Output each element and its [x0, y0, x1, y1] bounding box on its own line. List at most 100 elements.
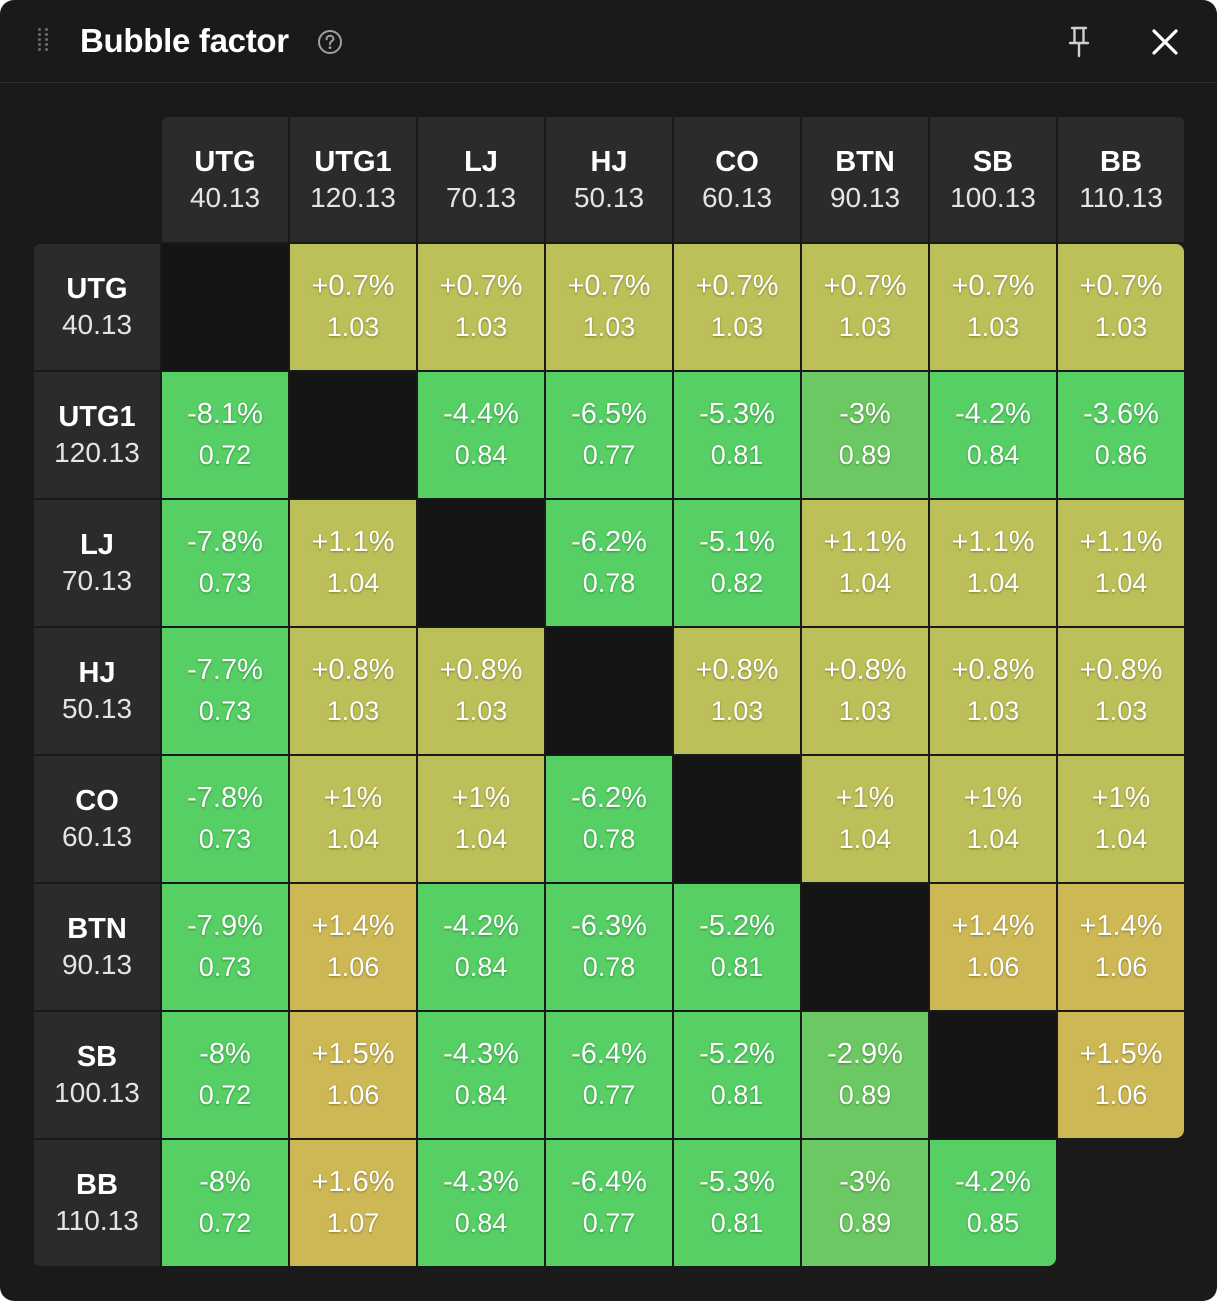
- matrix-cell[interactable]: +1.1% 1.04: [290, 500, 416, 626]
- matrix-cell[interactable]: -7.9% 0.73: [162, 884, 288, 1010]
- matrix-cell[interactable]: -3% 0.89: [802, 1140, 928, 1266]
- matrix-diagonal-cell: [802, 884, 928, 1010]
- matrix-cell[interactable]: +0.7% 1.03: [1058, 244, 1184, 370]
- matrix-cell[interactable]: -5.3% 0.81: [674, 1140, 800, 1266]
- matrix-cell[interactable]: -6.4% 0.77: [546, 1140, 672, 1266]
- matrix-cell[interactable]: -3% 0.89: [802, 372, 928, 498]
- row-position: LJ: [80, 529, 114, 561]
- matrix-cell[interactable]: -3.6% 0.86: [1058, 372, 1184, 498]
- matrix-cell[interactable]: -7.8% 0.73: [162, 756, 288, 882]
- matrix-cell[interactable]: -6.2% 0.78: [546, 756, 672, 882]
- matrix-cell[interactable]: -7.8% 0.73: [162, 500, 288, 626]
- matrix-cell[interactable]: +1.1% 1.04: [1058, 500, 1184, 626]
- matrix-cell[interactable]: +1.5% 1.06: [290, 1012, 416, 1138]
- matrix-cell[interactable]: -6.2% 0.78: [546, 500, 672, 626]
- cell-percent: +0.7%: [567, 270, 651, 302]
- matrix-cell[interactable]: -7.7% 0.73: [162, 628, 288, 754]
- row-stack: 120.13: [54, 437, 140, 468]
- cell-percent: -5.3%: [699, 1166, 775, 1198]
- matrix-cell[interactable]: -4.2% 0.84: [418, 884, 544, 1010]
- drag-handle-icon[interactable]: [38, 28, 50, 56]
- matrix-cell[interactable]: -8% 0.72: [162, 1012, 288, 1138]
- column-header: HJ 50.13: [546, 117, 672, 242]
- matrix-diagonal-cell: [546, 628, 672, 754]
- cell-factor: 0.89: [838, 1208, 892, 1238]
- matrix-cell[interactable]: -8.1% 0.72: [162, 372, 288, 498]
- matrix-cell[interactable]: -4.2% 0.84: [930, 372, 1056, 498]
- cell-percent: -7.8%: [187, 526, 263, 558]
- cell-factor: 1.03: [710, 312, 764, 342]
- cell-percent: +1%: [1091, 782, 1151, 814]
- matrix-cell[interactable]: -2.9% 0.89: [802, 1012, 928, 1138]
- matrix-cell[interactable]: +1.6% 1.07: [290, 1140, 416, 1266]
- matrix-cell[interactable]: -5.3% 0.81: [674, 372, 800, 498]
- column-stack: 110.13: [1079, 181, 1163, 213]
- cell-factor: 1.03: [838, 312, 892, 342]
- matrix-cell[interactable]: +0.8% 1.03: [418, 628, 544, 754]
- cell-factor: 1.04: [326, 568, 380, 598]
- cell-percent: +1.1%: [951, 526, 1035, 558]
- cell-percent: -8%: [199, 1038, 251, 1070]
- help-icon[interactable]: [316, 28, 344, 56]
- matrix-cell[interactable]: -4.3% 0.84: [418, 1012, 544, 1138]
- matrix-cell[interactable]: -6.4% 0.77: [546, 1012, 672, 1138]
- matrix-cell[interactable]: +1% 1.04: [418, 756, 544, 882]
- title-bar[interactable]: Bubble factor: [0, 0, 1217, 83]
- row-position: BB: [76, 1169, 118, 1201]
- matrix-cell[interactable]: +0.7% 1.03: [802, 244, 928, 370]
- column-header: UTG 40.13: [162, 117, 288, 242]
- cell-factor: 0.89: [838, 440, 892, 470]
- matrix-cell[interactable]: +0.7% 1.03: [674, 244, 800, 370]
- matrix-cell[interactable]: -4.4% 0.84: [418, 372, 544, 498]
- matrix-corner: [34, 117, 160, 242]
- pin-icon[interactable]: [1064, 24, 1094, 60]
- matrix-cell[interactable]: +1.5% 1.06: [1058, 1012, 1184, 1138]
- cell-factor: 1.07: [326, 1208, 380, 1238]
- matrix-cell[interactable]: +1% 1.04: [930, 756, 1056, 882]
- matrix-cell[interactable]: +1% 1.04: [1058, 756, 1184, 882]
- matrix-cell[interactable]: -5.2% 0.81: [674, 884, 800, 1010]
- cell-factor: 0.82: [710, 568, 764, 598]
- matrix-cell[interactable]: -5.2% 0.81: [674, 1012, 800, 1138]
- cell-factor: 0.85: [966, 1208, 1020, 1238]
- matrix-cell[interactable]: +0.7% 1.03: [418, 244, 544, 370]
- row-position: CO: [75, 785, 119, 817]
- matrix-cell[interactable]: -4.3% 0.84: [418, 1140, 544, 1266]
- cell-percent: -6.4%: [571, 1038, 647, 1070]
- matrix-cell[interactable]: +0.8% 1.03: [674, 628, 800, 754]
- cell-percent: +0.7%: [311, 270, 395, 302]
- matrix-cell[interactable]: +0.8% 1.03: [1058, 628, 1184, 754]
- matrix-cell[interactable]: -6.3% 0.78: [546, 884, 672, 1010]
- matrix-cell[interactable]: +1.4% 1.06: [1058, 884, 1184, 1010]
- matrix-cell[interactable]: +1% 1.04: [290, 756, 416, 882]
- matrix-cell[interactable]: +0.7% 1.03: [290, 244, 416, 370]
- matrix-cell[interactable]: +1.1% 1.04: [802, 500, 928, 626]
- cell-percent: -5.1%: [699, 526, 775, 558]
- cell-factor: 0.77: [582, 1080, 636, 1110]
- row-header: BB 110.13: [34, 1140, 160, 1266]
- matrix-cell[interactable]: +1.4% 1.06: [930, 884, 1056, 1010]
- matrix-cell[interactable]: +0.8% 1.03: [802, 628, 928, 754]
- close-icon[interactable]: [1150, 27, 1180, 57]
- row-header: SB 100.13: [34, 1012, 160, 1138]
- cell-factor: 1.03: [966, 696, 1020, 726]
- row-header: CO 60.13: [34, 756, 160, 882]
- matrix-cell[interactable]: +0.7% 1.03: [546, 244, 672, 370]
- matrix-cell[interactable]: -5.1% 0.82: [674, 500, 800, 626]
- cell-factor: 0.84: [454, 440, 508, 470]
- matrix-cell[interactable]: -8% 0.72: [162, 1140, 288, 1266]
- matrix-cell[interactable]: -4.2% 0.85: [930, 1140, 1056, 1266]
- matrix-cell[interactable]: +0.8% 1.03: [290, 628, 416, 754]
- matrix-cell[interactable]: +0.7% 1.03: [930, 244, 1056, 370]
- matrix-cell[interactable]: -6.5% 0.77: [546, 372, 672, 498]
- column-position: CO: [715, 145, 759, 178]
- cell-factor: 1.04: [966, 824, 1020, 854]
- matrix-cell[interactable]: +1.4% 1.06: [290, 884, 416, 1010]
- matrix-cell[interactable]: +0.8% 1.03: [930, 628, 1056, 754]
- cell-percent: +0.8%: [311, 654, 395, 686]
- row-position: HJ: [78, 657, 116, 689]
- cell-factor: 0.81: [710, 1208, 764, 1238]
- matrix-cell[interactable]: +1.1% 1.04: [930, 500, 1056, 626]
- matrix-cell[interactable]: +1% 1.04: [802, 756, 928, 882]
